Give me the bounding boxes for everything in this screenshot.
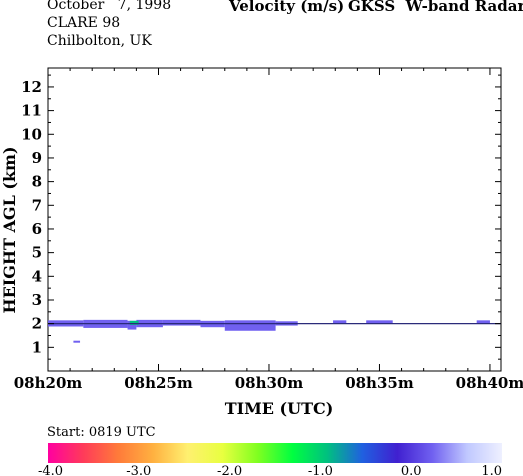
echo-segment xyxy=(366,320,393,324)
colorbar-title: Start: 0819 UTC xyxy=(47,425,156,440)
echo-segment xyxy=(476,320,490,324)
colorbar-tick-label: -2.0 xyxy=(217,464,242,476)
echo-segment xyxy=(162,319,201,326)
x-tick-label: 08h30m xyxy=(235,374,304,392)
y-tick-label: 12 xyxy=(21,78,42,96)
y-tick-label: 1 xyxy=(32,338,42,356)
colorbar: -4.0 -3.0 -2.0 -1.0 0.0 1.0 xyxy=(38,443,502,476)
y-tick-label: 8 xyxy=(32,173,42,191)
y-tick-label: 10 xyxy=(21,125,42,143)
header-campaign: CLARE 98 xyxy=(47,15,121,31)
y-tick-label: 2 xyxy=(32,315,42,333)
colorbar-tick-label: -3.0 xyxy=(126,464,151,476)
x-axis-title: TIME (UTC) xyxy=(225,399,334,418)
colorbar-tick-labels: -4.0 -3.0 -2.0 -1.0 0.0 1.0 xyxy=(38,464,502,476)
stray-echo xyxy=(73,340,81,343)
y-tick-label: 7 xyxy=(32,196,42,214)
y-tick-label: 5 xyxy=(32,244,42,262)
echo-segment xyxy=(127,320,137,330)
y-tick-label: 9 xyxy=(32,149,42,167)
y-tick-label: 11 xyxy=(21,102,42,120)
x-tick-label: 08h25m xyxy=(124,374,193,392)
colorbar-tick-label: 1.0 xyxy=(481,464,502,476)
y-tick-label: 3 xyxy=(32,291,42,309)
colorbar-tick-label: -4.0 xyxy=(38,464,63,476)
header-location: Chilbolton, UK xyxy=(47,33,152,49)
x-tick-label: 08h35m xyxy=(345,374,414,392)
colorbar-tick-label: 0.0 xyxy=(401,464,422,476)
header-date: October 7, 1998 xyxy=(47,0,172,13)
colorbar-tick-label: -1.0 xyxy=(308,464,333,476)
x-tick-label: 08h20m xyxy=(14,374,83,392)
colorbar-gradient xyxy=(48,443,502,463)
y-axis-title: HEIGHT AGL (km) xyxy=(0,146,19,313)
echo-segment xyxy=(224,320,276,331)
header-instrument: GKSS W-band Radar xyxy=(348,0,523,15)
header-quantity: Velocity (m/s) xyxy=(229,0,345,15)
green-echo xyxy=(129,320,139,325)
echo-segment xyxy=(333,320,347,324)
y-tick-label: 6 xyxy=(32,220,42,238)
x-axis-ticks: 08h20m 08h25m 08h30m 08h35m 08h40m xyxy=(14,68,523,392)
x-tick-label: 08h40m xyxy=(456,374,523,392)
y-tick-label: 4 xyxy=(32,267,42,285)
